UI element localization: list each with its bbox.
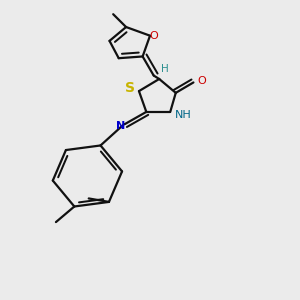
- Text: O: O: [149, 31, 158, 41]
- Text: N: N: [116, 121, 125, 131]
- Text: NH: NH: [175, 110, 191, 120]
- Text: H: H: [161, 64, 169, 74]
- Text: O: O: [197, 76, 206, 86]
- Text: S: S: [125, 81, 135, 94]
